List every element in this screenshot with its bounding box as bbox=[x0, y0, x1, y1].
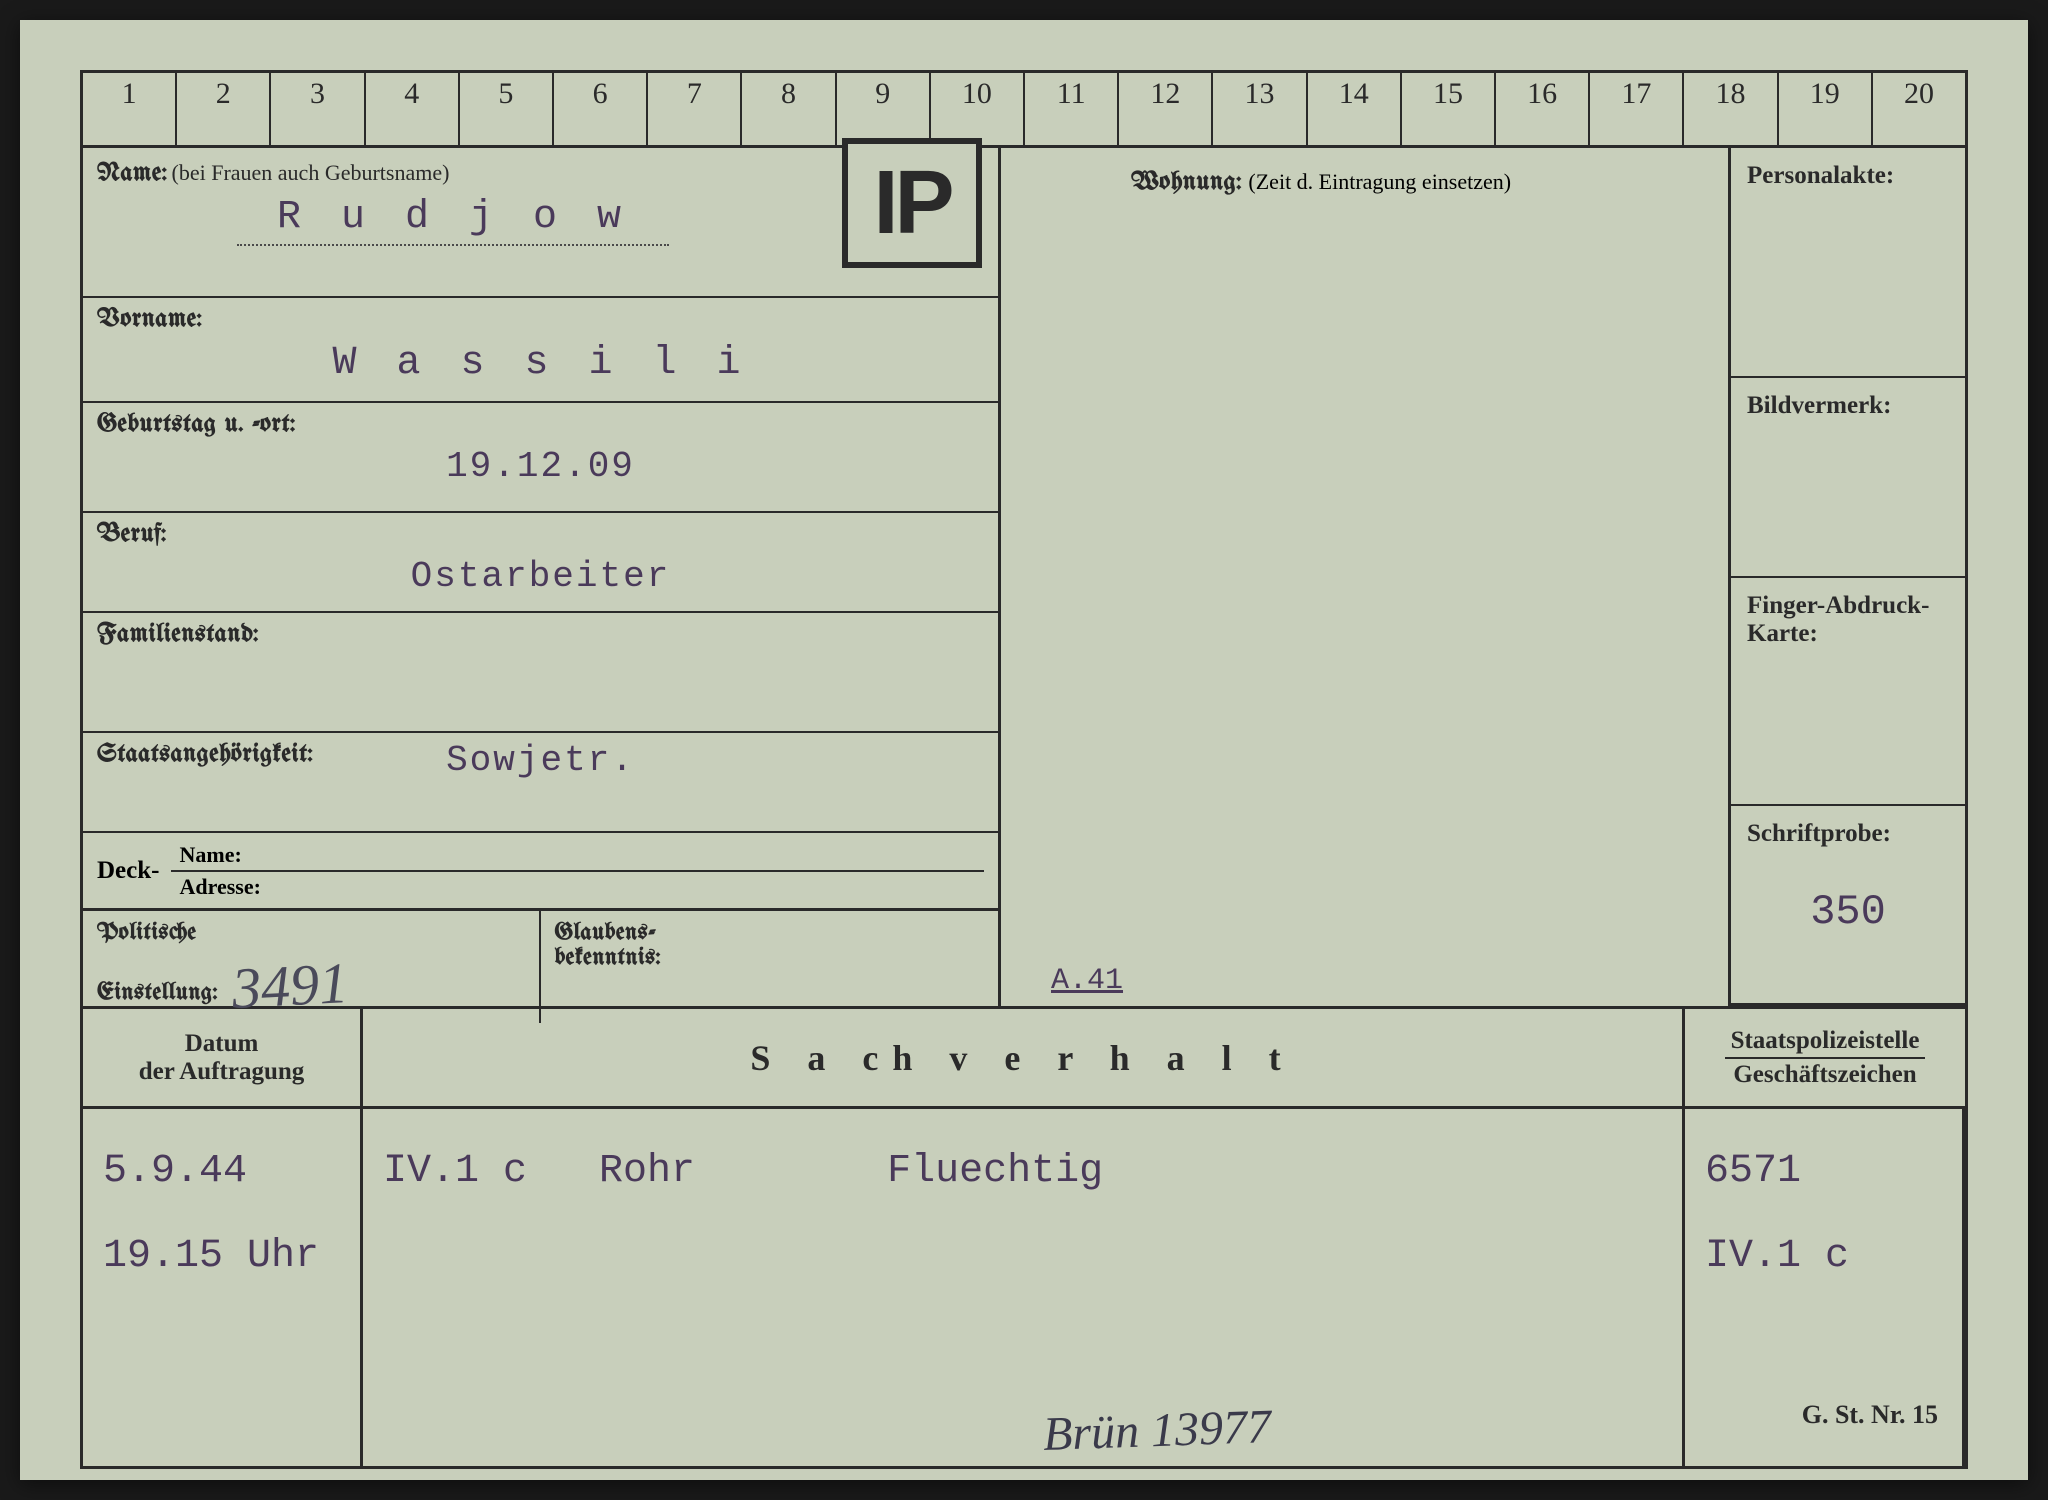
ruler-tick: 1 bbox=[83, 73, 177, 145]
birth-label: Geburtstag u. -ort: bbox=[97, 411, 984, 438]
ruler-tick: 7 bbox=[648, 73, 742, 145]
fingerprint-field: Finger-Abdruck- Karte: bbox=[1731, 578, 1965, 806]
ruler-tick: 18 bbox=[1684, 73, 1778, 145]
ruler: 1 2 3 4 5 6 7 8 9 10 11 12 13 14 15 16 1… bbox=[80, 70, 1968, 145]
beruf-value: Ostarbeiter bbox=[97, 556, 984, 597]
table-header: Datum der Auftragung S a ch v e r h a l … bbox=[80, 1009, 1968, 1109]
birth-value: 19.12.09 bbox=[97, 446, 984, 487]
entry-mid-text: IV.1 c Rohr Fluechtig bbox=[383, 1149, 1662, 1194]
ruler-tick: 8 bbox=[742, 73, 836, 145]
deck-addr-label: Adresse: bbox=[171, 872, 984, 902]
entries-table: 5.9.44 19.15 Uhr IV.1 c Rohr Fluechtig 6… bbox=[80, 1109, 1968, 1469]
ruler-tick: 9 bbox=[837, 73, 931, 145]
form-grid: IP Name: (bei Frauen auch Geburtsname) R… bbox=[80, 145, 1968, 1009]
ruler-tick: 10 bbox=[931, 73, 1025, 145]
ruler-tick: 11 bbox=[1025, 73, 1119, 145]
datum-header: Datum der Auftragung bbox=[83, 1009, 363, 1106]
entry-ref2: IV.1 c bbox=[1705, 1234, 1942, 1279]
finger-label1: Finger-Abdruck- bbox=[1747, 592, 1929, 619]
datum-label2: der Auftragung bbox=[93, 1058, 350, 1086]
glauben-field: Glaubens- bekenntnis: bbox=[541, 911, 999, 1023]
birth-field: Geburtstag u. -ort: 19.12.09 bbox=[83, 403, 998, 513]
vorname-value: W a s s i l i bbox=[97, 341, 984, 386]
nation-field: Staatsangehörigkeit: Sowjetr. bbox=[83, 733, 998, 833]
ruler-tick: 6 bbox=[554, 73, 648, 145]
ruler-tick: 2 bbox=[177, 73, 271, 145]
entry-date-col: 5.9.44 19.15 Uhr bbox=[83, 1109, 363, 1466]
entry-ref1: 6571 bbox=[1705, 1149, 1942, 1194]
ruler-tick: 17 bbox=[1590, 73, 1684, 145]
right-column: Personalakte: Bildvermerk: Finger-Abdruc… bbox=[1731, 148, 1965, 1006]
ruler-tick: 16 bbox=[1496, 73, 1590, 145]
ruler-tick: 4 bbox=[366, 73, 460, 145]
ruler-tick: 15 bbox=[1402, 73, 1496, 145]
ruler-tick: 19 bbox=[1779, 73, 1873, 145]
bottom-split: Politische Einstellung: 3491 Glaubens- b… bbox=[83, 911, 998, 1006]
family-label: Familienstand: bbox=[97, 621, 984, 648]
index-card: 1 2 3 4 5 6 7 8 9 10 11 12 13 14 15 16 1… bbox=[20, 20, 2028, 1480]
vorname-field: Vorname: W a s s i l i bbox=[83, 298, 998, 403]
schriftprobe-field: Schriftprobe: 350 bbox=[1731, 806, 1965, 1006]
handwritten-note: Brün 13977 bbox=[1042, 1399, 1272, 1462]
wohnung-label-text: Wohnung: bbox=[1131, 169, 1242, 196]
left-column: Name: (bei Frauen auch Geburtsname) R u … bbox=[83, 148, 1001, 1006]
ruler-tick: 20 bbox=[1873, 73, 1965, 145]
ip-stamp: IP bbox=[842, 138, 982, 268]
entry-date1: 5.9.44 bbox=[103, 1149, 340, 1194]
glauben-label: Glaubens- bbox=[555, 921, 656, 946]
personalakte-field: Personalakte: bbox=[1731, 148, 1965, 378]
beruf-label: Beruf: bbox=[97, 521, 984, 548]
middle-column: Wohnung: (Zeit d. Eintragung einsetzen) … bbox=[1001, 148, 1731, 1006]
polit-value: 3491 bbox=[230, 949, 349, 1022]
entry-mid-col: IV.1 c Rohr Fluechtig bbox=[363, 1109, 1685, 1466]
wohnung-sublabel: (Zeit d. Eintragung einsetzen) bbox=[1248, 169, 1511, 194]
schrift-value: 350 bbox=[1747, 888, 1949, 936]
finger-label2: Karte: bbox=[1747, 620, 1818, 647]
staats-label1: Staatspolizeistelle bbox=[1695, 1027, 1955, 1055]
ruler-tick: 12 bbox=[1119, 73, 1213, 145]
polit-label2: Einstellung: bbox=[97, 981, 218, 1006]
glauben-label2: bekenntnis: bbox=[555, 946, 661, 971]
deck-field: Deck- Name: Adresse: bbox=[83, 833, 998, 911]
vorname-label: Vorname: bbox=[97, 306, 984, 333]
datum-label1: Datum bbox=[93, 1030, 350, 1058]
schrift-label: Schriftprobe: bbox=[1747, 820, 1891, 847]
name-value: R u d j o w bbox=[237, 195, 669, 246]
ruler-tick: 13 bbox=[1213, 73, 1307, 145]
sachverhalt-header: S a ch v e r h a l t bbox=[363, 1009, 1685, 1106]
sachverhalt-label: S a ch v e r h a l t bbox=[373, 1037, 1672, 1079]
form-number: G. St. Nr. 15 bbox=[1802, 1400, 1938, 1430]
name-sublabel: (bei Frauen auch Geburtsname) bbox=[172, 160, 450, 185]
staats-label2: Geschäftszeichen bbox=[1695, 1061, 1955, 1089]
entry-date2: 19.15 Uhr bbox=[103, 1234, 340, 1279]
ruler-tick: 5 bbox=[460, 73, 554, 145]
family-field: Familienstand: bbox=[83, 613, 998, 733]
staats-header: Staatspolizeistelle Geschäftszeichen bbox=[1685, 1009, 1965, 1106]
bildvermerk-field: Bildvermerk: bbox=[1731, 378, 1965, 578]
wohnung-label: Wohnung: (Zeit d. Eintragung einsetzen) bbox=[1131, 166, 1511, 196]
beruf-field: Beruf: Ostarbeiter bbox=[83, 513, 998, 613]
ruler-tick: 14 bbox=[1308, 73, 1402, 145]
polit-field: Politische Einstellung: 3491 bbox=[83, 911, 541, 1023]
deck-name-label: Name: bbox=[171, 840, 984, 872]
polit-label: Politische bbox=[97, 921, 197, 946]
ruler-tick: 3 bbox=[271, 73, 365, 145]
mid-note: A.41 bbox=[1051, 964, 1123, 998]
name-label: Name: bbox=[97, 160, 168, 187]
deck-label: Deck- bbox=[97, 857, 159, 885]
